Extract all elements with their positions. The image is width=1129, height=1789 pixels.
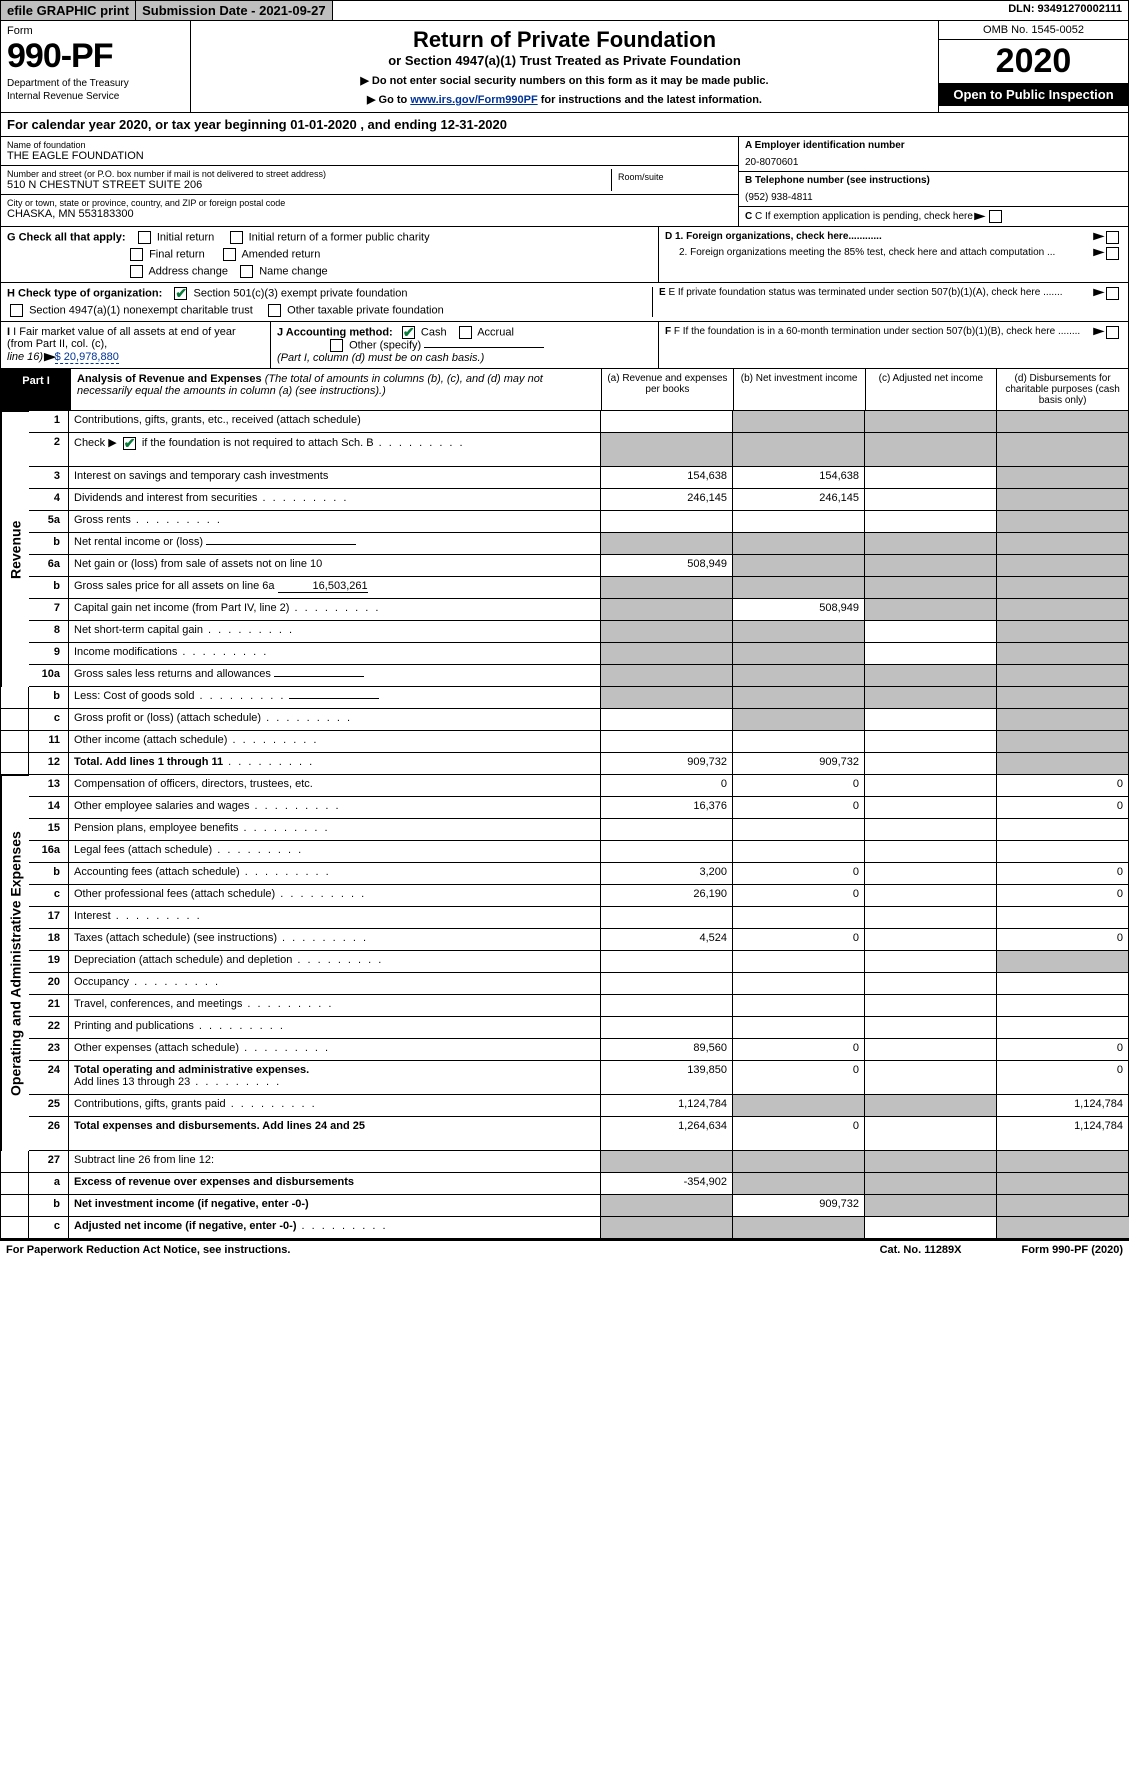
name-change-checkbox[interactable] bbox=[240, 265, 253, 278]
name-cell: Name of foundation THE EAGLE FOUNDATION bbox=[1, 137, 738, 166]
other-taxable-checkbox[interactable] bbox=[268, 304, 281, 317]
schb-checkbox[interactable] bbox=[123, 437, 136, 450]
omb-number: OMB No. 1545-0052 bbox=[939, 21, 1128, 40]
page-footer: For Paperwork Reduction Act Notice, see … bbox=[0, 1239, 1129, 1259]
dept-treasury: Department of the Treasury bbox=[7, 78, 184, 89]
final-return-checkbox[interactable] bbox=[130, 248, 143, 261]
form-subtitle: or Section 4947(a)(1) Trust Treated as P… bbox=[197, 53, 932, 68]
g-check-row: G Check all that apply: Initial return I… bbox=[0, 227, 1129, 283]
col-c-head: (c) Adjusted net income bbox=[865, 369, 997, 410]
part1-tab: Part I bbox=[1, 369, 71, 410]
submission-date-button[interactable]: Submission Date - 2021-09-27 bbox=[136, 1, 333, 20]
top-bar: efile GRAPHIC print Submission Date - 20… bbox=[0, 0, 1129, 21]
initial-former-checkbox[interactable] bbox=[230, 231, 243, 244]
form-title-block: Return of Private Foundation or Section … bbox=[191, 21, 938, 112]
open-inspection-badge: Open to Public Inspection bbox=[939, 83, 1128, 106]
e-checkbox[interactable] bbox=[1106, 287, 1119, 300]
f-termination: F F If the foundation is in a 60-month t… bbox=[658, 322, 1128, 368]
address-cell: Number and street (or P.O. box number if… bbox=[1, 166, 738, 195]
foundation-info: Name of foundation THE EAGLE FOUNDATION … bbox=[0, 137, 1129, 227]
col-b-head: (b) Net investment income bbox=[733, 369, 865, 410]
col-d-head: (d) Disbursements for charitable purpose… bbox=[996, 369, 1128, 410]
revenue-side-label: Revenue bbox=[1, 411, 29, 687]
calendar-year-row: For calendar year 2020, or tax year begi… bbox=[0, 113, 1129, 137]
cat-no: Cat. No. 11289X bbox=[880, 1244, 962, 1256]
irs-label: Internal Revenue Service bbox=[7, 91, 184, 102]
pending-checkbox[interactable] bbox=[989, 210, 1002, 223]
d2-checkbox[interactable] bbox=[1106, 247, 1119, 260]
form-id-block: Form 990-PF Department of the Treasury I… bbox=[1, 21, 191, 112]
h-type-row: H Check type of organization: Section 50… bbox=[0, 283, 1129, 322]
cash-checkbox[interactable] bbox=[402, 326, 415, 339]
f-checkbox[interactable] bbox=[1106, 326, 1119, 339]
irs-link[interactable]: www.irs.gov/Form990PF bbox=[410, 94, 537, 106]
part1-desc: Analysis of Revenue and Expenses (The to… bbox=[71, 369, 601, 410]
initial-return-checkbox[interactable] bbox=[138, 231, 151, 244]
paperwork-notice: For Paperwork Reduction Act Notice, see … bbox=[6, 1244, 290, 1256]
expenses-side-label: Operating and Administrative Expenses bbox=[1, 775, 29, 1151]
501c3-checkbox[interactable] bbox=[174, 287, 187, 300]
ssn-note: ▶ Do not enter social security numbers o… bbox=[197, 74, 932, 87]
4947-checkbox[interactable] bbox=[10, 304, 23, 317]
address-change-checkbox[interactable] bbox=[130, 265, 143, 278]
amended-return-checkbox[interactable] bbox=[223, 248, 236, 261]
phone-cell: B Telephone number (see instructions) (9… bbox=[739, 172, 1128, 207]
other-method-checkbox[interactable] bbox=[330, 339, 343, 352]
goto-note: ▶ Go to www.irs.gov/Form990PF for instru… bbox=[197, 93, 932, 106]
part1-grid: Revenue 1Contributions, gifts, grants, e… bbox=[0, 411, 1129, 1239]
ein-cell: A Employer identification number 20-8070… bbox=[739, 137, 1128, 172]
pending-cell: C C If exemption application is pending,… bbox=[739, 207, 1128, 226]
efile-graphic-button[interactable]: efile GRAPHIC print bbox=[1, 1, 136, 20]
form-label: Form bbox=[7, 25, 184, 37]
d1-checkbox[interactable] bbox=[1106, 231, 1119, 244]
form-header: Form 990-PF Department of the Treasury I… bbox=[0, 21, 1129, 113]
i-fmv: I I Fair market value of all assets at e… bbox=[1, 322, 271, 368]
form-ref: Form 990-PF (2020) bbox=[1022, 1244, 1123, 1256]
j-accounting: J Accounting method: Cash Accrual Other … bbox=[271, 322, 658, 368]
col-a-head: (a) Revenue and expenses per books bbox=[601, 369, 733, 410]
form-number: 990-PF bbox=[7, 37, 184, 76]
accrual-checkbox[interactable] bbox=[459, 326, 472, 339]
part1-header: Part I Analysis of Revenue and Expenses … bbox=[0, 369, 1129, 411]
dln-label: DLN: 93491270002111 bbox=[1002, 1, 1128, 20]
form-title: Return of Private Foundation bbox=[197, 27, 932, 53]
year-block: OMB No. 1545-0052 2020 Open to Public In… bbox=[938, 21, 1128, 112]
tax-year: 2020 bbox=[939, 40, 1128, 83]
city-cell: City or town, state or province, country… bbox=[1, 195, 738, 223]
ij-row: I I Fair market value of all assets at e… bbox=[0, 322, 1129, 369]
room-suite: Room/suite bbox=[612, 169, 732, 191]
